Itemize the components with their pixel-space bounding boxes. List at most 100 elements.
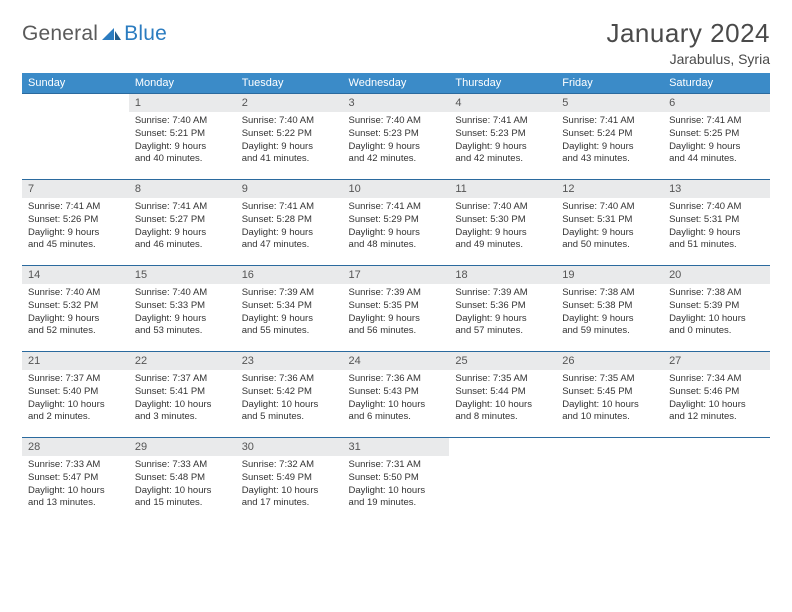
week-row: 1Sunrise: 7:40 AMSunset: 5:21 PMDaylight… [22,94,770,180]
day-details: Sunrise: 7:41 AMSunset: 5:28 PMDaylight:… [236,198,343,256]
day-details: Sunrise: 7:40 AMSunset: 5:31 PMDaylight:… [556,198,663,256]
day-cell: 23Sunrise: 7:36 AMSunset: 5:42 PMDayligh… [236,352,343,438]
day-cell: 16Sunrise: 7:39 AMSunset: 5:34 PMDayligh… [236,266,343,352]
day-details: Sunrise: 7:40 AMSunset: 5:23 PMDaylight:… [343,112,450,170]
day-number: 23 [236,352,343,370]
sail-icon [100,26,122,42]
day-number: 1 [129,94,236,112]
weekday-header: Saturday [663,73,770,94]
weekday-header: Thursday [449,73,556,94]
day-cell [449,438,556,524]
day-details: Sunrise: 7:41 AMSunset: 5:29 PMDaylight:… [343,198,450,256]
day-details: Sunrise: 7:40 AMSunset: 5:30 PMDaylight:… [449,198,556,256]
day-details: Sunrise: 7:33 AMSunset: 5:47 PMDaylight:… [22,456,129,514]
day-cell: 13Sunrise: 7:40 AMSunset: 5:31 PMDayligh… [663,180,770,266]
location-label: Jarabulus, Syria [606,51,770,67]
day-details: Sunrise: 7:40 AMSunset: 5:31 PMDaylight:… [663,198,770,256]
day-number: 13 [663,180,770,198]
day-details: Sunrise: 7:37 AMSunset: 5:40 PMDaylight:… [22,370,129,428]
day-number: 24 [343,352,450,370]
day-details: Sunrise: 7:41 AMSunset: 5:26 PMDaylight:… [22,198,129,256]
day-details: Sunrise: 7:38 AMSunset: 5:38 PMDaylight:… [556,284,663,342]
day-number: 2 [236,94,343,112]
calendar-body: 1Sunrise: 7:40 AMSunset: 5:21 PMDaylight… [22,94,770,524]
day-details: Sunrise: 7:40 AMSunset: 5:22 PMDaylight:… [236,112,343,170]
day-details: Sunrise: 7:31 AMSunset: 5:50 PMDaylight:… [343,456,450,514]
day-cell: 31Sunrise: 7:31 AMSunset: 5:50 PMDayligh… [343,438,450,524]
day-cell: 18Sunrise: 7:39 AMSunset: 5:36 PMDayligh… [449,266,556,352]
day-number: 5 [556,94,663,112]
day-number: 29 [129,438,236,456]
day-cell [22,94,129,180]
day-number: 25 [449,352,556,370]
day-cell: 3Sunrise: 7:40 AMSunset: 5:23 PMDaylight… [343,94,450,180]
day-cell [663,438,770,524]
day-number: 27 [663,352,770,370]
calendar-page: General Blue January 2024 Jarabulus, Syr… [0,0,792,524]
day-details: Sunrise: 7:40 AMSunset: 5:32 PMDaylight:… [22,284,129,342]
week-row: 28Sunrise: 7:33 AMSunset: 5:47 PMDayligh… [22,438,770,524]
day-cell: 7Sunrise: 7:41 AMSunset: 5:26 PMDaylight… [22,180,129,266]
day-number: 4 [449,94,556,112]
day-number: 26 [556,352,663,370]
title-block: January 2024 Jarabulus, Syria [606,18,770,67]
day-cell: 12Sunrise: 7:40 AMSunset: 5:31 PMDayligh… [556,180,663,266]
day-cell: 17Sunrise: 7:39 AMSunset: 5:35 PMDayligh… [343,266,450,352]
day-cell: 14Sunrise: 7:40 AMSunset: 5:32 PMDayligh… [22,266,129,352]
day-cell: 29Sunrise: 7:33 AMSunset: 5:48 PMDayligh… [129,438,236,524]
day-details: Sunrise: 7:41 AMSunset: 5:23 PMDaylight:… [449,112,556,170]
day-cell: 11Sunrise: 7:40 AMSunset: 5:30 PMDayligh… [449,180,556,266]
day-cell: 20Sunrise: 7:38 AMSunset: 5:39 PMDayligh… [663,266,770,352]
day-number [22,94,129,112]
day-details: Sunrise: 7:38 AMSunset: 5:39 PMDaylight:… [663,284,770,342]
day-number: 12 [556,180,663,198]
day-number: 16 [236,266,343,284]
brand-part2: Blue [124,22,167,46]
day-number: 22 [129,352,236,370]
day-details: Sunrise: 7:36 AMSunset: 5:43 PMDaylight:… [343,370,450,428]
day-cell: 2Sunrise: 7:40 AMSunset: 5:22 PMDaylight… [236,94,343,180]
day-number: 30 [236,438,343,456]
day-details: Sunrise: 7:40 AMSunset: 5:21 PMDaylight:… [129,112,236,170]
day-number: 8 [129,180,236,198]
day-cell: 15Sunrise: 7:40 AMSunset: 5:33 PMDayligh… [129,266,236,352]
day-details: Sunrise: 7:36 AMSunset: 5:42 PMDaylight:… [236,370,343,428]
week-row: 21Sunrise: 7:37 AMSunset: 5:40 PMDayligh… [22,352,770,438]
day-cell: 6Sunrise: 7:41 AMSunset: 5:25 PMDaylight… [663,94,770,180]
day-cell: 21Sunrise: 7:37 AMSunset: 5:40 PMDayligh… [22,352,129,438]
day-number: 14 [22,266,129,284]
day-cell: 27Sunrise: 7:34 AMSunset: 5:46 PMDayligh… [663,352,770,438]
weekday-header: Sunday [22,73,129,94]
day-details: Sunrise: 7:39 AMSunset: 5:34 PMDaylight:… [236,284,343,342]
day-cell: 4Sunrise: 7:41 AMSunset: 5:23 PMDaylight… [449,94,556,180]
day-cell: 24Sunrise: 7:36 AMSunset: 5:43 PMDayligh… [343,352,450,438]
brand-part1: General [22,22,98,46]
day-number [663,438,770,456]
day-cell: 22Sunrise: 7:37 AMSunset: 5:41 PMDayligh… [129,352,236,438]
day-number: 3 [343,94,450,112]
weekday-header: Tuesday [236,73,343,94]
week-row: 7Sunrise: 7:41 AMSunset: 5:26 PMDaylight… [22,180,770,266]
day-details: Sunrise: 7:41 AMSunset: 5:25 PMDaylight:… [663,112,770,170]
calendar-table: Sunday Monday Tuesday Wednesday Thursday… [22,73,770,524]
day-number: 6 [663,94,770,112]
day-number: 10 [343,180,450,198]
day-number: 28 [22,438,129,456]
day-cell [556,438,663,524]
day-cell: 26Sunrise: 7:35 AMSunset: 5:45 PMDayligh… [556,352,663,438]
day-details: Sunrise: 7:35 AMSunset: 5:44 PMDaylight:… [449,370,556,428]
day-details: Sunrise: 7:32 AMSunset: 5:49 PMDaylight:… [236,456,343,514]
day-cell: 19Sunrise: 7:38 AMSunset: 5:38 PMDayligh… [556,266,663,352]
day-number: 18 [449,266,556,284]
day-number: 31 [343,438,450,456]
weekday-header: Friday [556,73,663,94]
day-number: 15 [129,266,236,284]
day-cell: 28Sunrise: 7:33 AMSunset: 5:47 PMDayligh… [22,438,129,524]
day-number: 21 [22,352,129,370]
day-cell: 25Sunrise: 7:35 AMSunset: 5:44 PMDayligh… [449,352,556,438]
day-number: 11 [449,180,556,198]
day-number: 20 [663,266,770,284]
day-details: Sunrise: 7:37 AMSunset: 5:41 PMDaylight:… [129,370,236,428]
day-number [556,438,663,456]
day-number: 9 [236,180,343,198]
